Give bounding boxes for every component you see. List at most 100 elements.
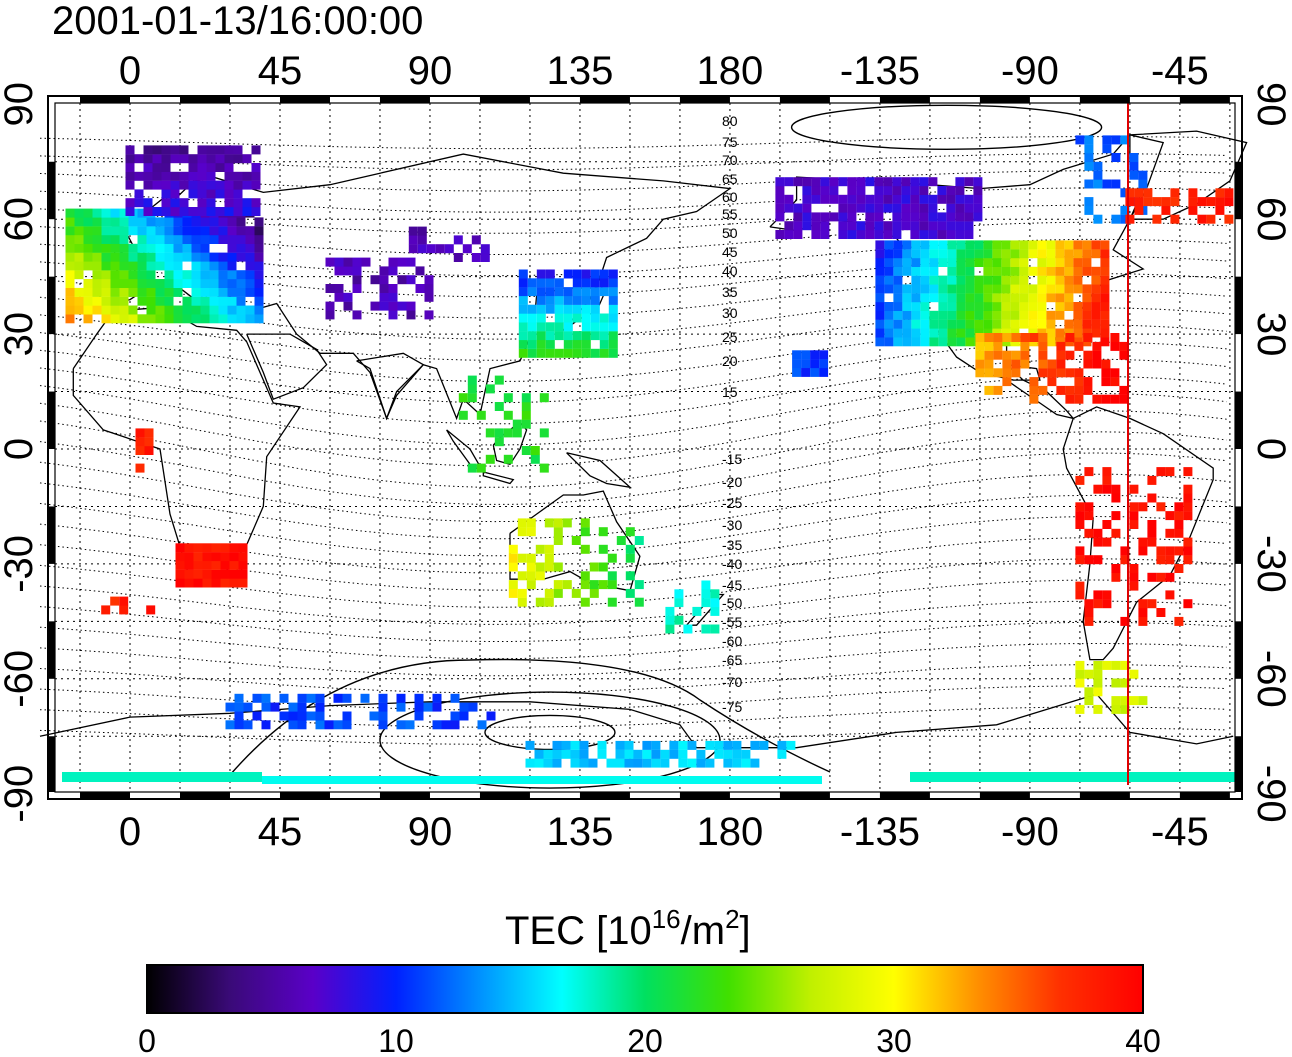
- tec-cell: [893, 249, 903, 259]
- tec-cell: [200, 235, 210, 244]
- tec-cell: [793, 212, 803, 222]
- tec-cell: [810, 359, 820, 369]
- tec-cell: [1134, 188, 1144, 198]
- tec-cell: [200, 287, 210, 297]
- tec-cell: [1064, 258, 1074, 267]
- tec-cell: [209, 226, 219, 236]
- tec-cell: [683, 624, 693, 634]
- tec-cell: [1093, 687, 1103, 697]
- tec-cell: [955, 212, 965, 222]
- tec-cell: [1091, 302, 1101, 311]
- tec-cell: [856, 177, 866, 187]
- tec-cell: [1046, 328, 1056, 338]
- tec-cell: [1074, 368, 1084, 378]
- tec-cell: [992, 319, 1002, 329]
- tec-cell: [288, 711, 298, 721]
- tec-cell: [137, 208, 147, 218]
- tec-cell: [544, 544, 554, 554]
- tec-cell: [956, 240, 966, 250]
- tec-cell: [233, 180, 243, 190]
- tec-cell: [1010, 258, 1020, 267]
- frame-tick-bar: [879, 96, 930, 103]
- tec-cell: [379, 275, 389, 285]
- tec-cell: [215, 189, 225, 199]
- tec-cell: [1075, 475, 1085, 485]
- tec-cell: [200, 305, 210, 315]
- tec-cell: [552, 740, 562, 750]
- tec-cell: [1084, 135, 1094, 145]
- tec-cell: [83, 287, 93, 297]
- lat-label-left: 90: [0, 82, 41, 127]
- tec-cell: [146, 287, 156, 297]
- tec-cell: [946, 212, 956, 222]
- tec-cell: [651, 749, 661, 759]
- tec-cell: [175, 578, 185, 588]
- tec-cell: [206, 163, 216, 172]
- tec-cell: [503, 428, 513, 438]
- tec-cell: [200, 296, 210, 306]
- tec-cell: [1084, 144, 1094, 154]
- tec-cell: [152, 163, 162, 172]
- tec-cell: [801, 367, 811, 377]
- tec-cell: [955, 221, 965, 231]
- tec-cell: [211, 560, 221, 570]
- tec-cell: [1001, 275, 1011, 285]
- lon-label-top: 180: [697, 49, 764, 93]
- tec-cell: [251, 207, 261, 216]
- tec-cell: [518, 331, 528, 341]
- tec-cell: [563, 295, 573, 305]
- tec-cell: [521, 402, 531, 411]
- tec-cell: [599, 269, 609, 279]
- tec-cell: [701, 580, 711, 590]
- tec-cell: [227, 252, 237, 262]
- tec-cell: [911, 328, 921, 338]
- tec-cell: [570, 740, 580, 750]
- tec-cell: [342, 720, 352, 730]
- tec-cell: [710, 624, 720, 634]
- tec-cell: [784, 194, 794, 204]
- tec-cell: [1110, 394, 1120, 404]
- tec-cell: [1038, 341, 1048, 351]
- tec-cell: [119, 243, 129, 253]
- tec-cell: [74, 252, 84, 262]
- tec-cell: [197, 154, 207, 164]
- tec-cell: [1037, 302, 1047, 311]
- tec-cell: [1091, 240, 1101, 250]
- tec-cell: [875, 328, 885, 338]
- tec-cell: [884, 284, 894, 294]
- tec-cell: [536, 278, 546, 288]
- tec-cell: [229, 578, 239, 588]
- tec-cell: [1075, 660, 1085, 670]
- tec-cell: [229, 560, 239, 570]
- tec-cell: [218, 252, 228, 262]
- contour-label: -55: [722, 614, 742, 630]
- tec-cell: [775, 186, 785, 195]
- tec-cell: [191, 305, 201, 315]
- tec-cell: [1074, 341, 1084, 351]
- tec-cell: [581, 269, 591, 279]
- tec-cell: [1019, 284, 1029, 294]
- tec-cell: [119, 287, 129, 297]
- tec-cell: [518, 278, 528, 288]
- tec-cell: [92, 287, 102, 297]
- tec-cell: [119, 252, 129, 262]
- tec-cell: [1100, 266, 1110, 276]
- tec-cell: [458, 410, 468, 420]
- tec-cell: [202, 569, 212, 579]
- tec-cell: [1064, 302, 1074, 311]
- tec-cell: [101, 243, 111, 253]
- tec-cell: [536, 348, 546, 358]
- tec-cell: [1093, 528, 1103, 538]
- tec-cell: [1046, 293, 1056, 303]
- tec-cell: [829, 212, 839, 222]
- tec-cell: [188, 180, 198, 190]
- tec-cell: [503, 410, 513, 420]
- tec-cell: [884, 337, 894, 347]
- tec-cell: [802, 194, 812, 204]
- tec-cell: [929, 249, 939, 259]
- tec-cell: [884, 240, 894, 250]
- tec-cell: [128, 270, 138, 280]
- magnetic-latitude-contour: [39, 431, 1227, 505]
- tec-cell: [965, 302, 975, 311]
